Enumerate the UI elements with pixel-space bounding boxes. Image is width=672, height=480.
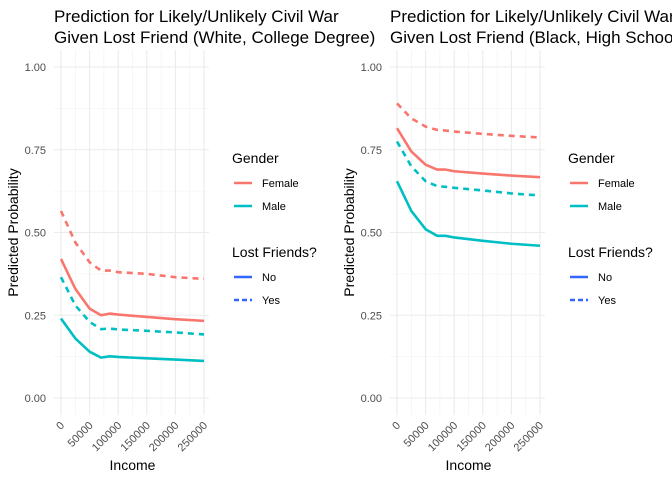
y-tick-label: 0.25 [361, 310, 382, 322]
chart-panel-1: Prediction for Likely/Unlikely Civil War… [5, 7, 375, 473]
y-axis-title: Predicted Probability [5, 168, 21, 296]
y-axis-title: Predicted Probability [341, 168, 357, 296]
series-line-male-no [395, 180, 541, 248]
x-tick-label: 150000 [454, 420, 488, 454]
x-tick-label: 100000 [90, 420, 124, 454]
legend-group-lost-friends: Lost Friends? No Yes [568, 244, 653, 307]
legend-group-lost-friends: Lost Friends? No Yes [232, 244, 317, 307]
series-line-female-no [59, 258, 205, 323]
legend-label-female: Female [598, 178, 635, 190]
y-tick-label: 0.25 [25, 310, 46, 322]
chart-title-line: Given Lost Friend (Black, High School) [390, 28, 672, 47]
legend-title: Lost Friends? [568, 244, 653, 260]
x-tick-label: 0 [54, 420, 67, 433]
x-tick-label: 250000 [512, 420, 546, 454]
series-line-male-no [59, 317, 205, 363]
legend-title: Gender [232, 150, 279, 166]
y-tick-label: 0.75 [25, 145, 46, 157]
legend-label-female: Female [262, 178, 299, 190]
y-tick-label: 0.00 [361, 393, 382, 405]
legend-group-gender: Gender Female Male [568, 150, 635, 213]
chart-title: Prediction for Likely/Unlikely Civil War… [390, 7, 672, 47]
x-tick-label: 100000 [426, 420, 460, 454]
y-tick-label: 0.75 [361, 145, 382, 157]
chart-title-line: Prediction for Likely/Unlikely Civil War [54, 7, 339, 26]
y-tick-label: 1.00 [361, 62, 382, 74]
x-axis-title: Income [110, 457, 156, 473]
x-tick-label: 250000 [176, 420, 210, 454]
legend-label-no: No [262, 272, 276, 284]
x-tick-label: 150000 [118, 420, 152, 454]
legend-label-male: Male [262, 201, 286, 213]
y-tick-label: 1.00 [25, 62, 46, 74]
chart-title-line: Prediction for Likely/Unlikely Civil War [390, 7, 672, 26]
series-line-female-yes [396, 102, 541, 139]
x-tick-label: 0 [390, 420, 403, 433]
legend-label-yes: Yes [598, 295, 616, 307]
y-tick-label: 0.50 [25, 228, 46, 240]
x-axis-title: Income [446, 457, 492, 473]
legend-label-male: Male [598, 201, 622, 213]
legend-title: Lost Friends? [232, 244, 317, 260]
legend-group-gender: Gender Female Male [232, 150, 299, 213]
series-line-female-yes [59, 210, 205, 281]
y-tick-label: 0.50 [361, 228, 382, 240]
series-line-male-yes [59, 276, 205, 336]
legend-title: Gender [568, 150, 615, 166]
series-line-male-yes [395, 140, 541, 197]
x-tick-label: 200000 [483, 420, 517, 454]
chart-title: Prediction for Likely/Unlikely Civil War… [54, 7, 375, 47]
chart-title-line: Given Lost Friend (White, College Degree… [54, 28, 375, 47]
x-tick-label: 200000 [147, 420, 181, 454]
y-tick-label: 0.00 [25, 393, 46, 405]
chart-panel-2: Prediction for Likely/Unlikely Civil War… [341, 7, 672, 473]
legend-label-yes: Yes [262, 295, 280, 307]
legend-label-no: No [598, 272, 612, 284]
series-line-female-no [395, 127, 541, 179]
